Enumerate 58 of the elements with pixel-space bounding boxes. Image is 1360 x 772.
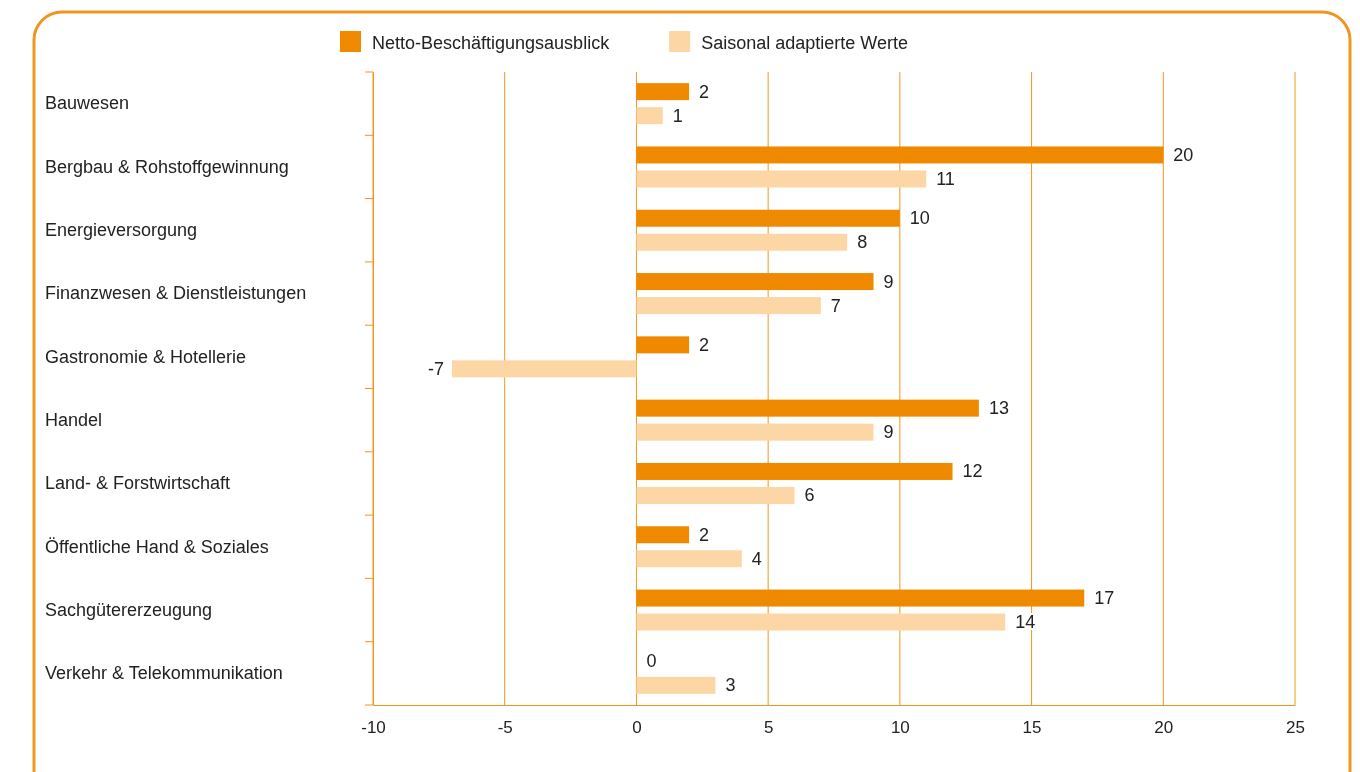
x-tick-label: 5 (763, 718, 774, 738)
data-label: 2 (699, 334, 710, 355)
y-tick-label: Verkehr & Telekommunikation (45, 663, 283, 684)
data-label: 0 (646, 651, 657, 672)
bar (636, 589, 1085, 607)
bar (636, 423, 874, 441)
bar (636, 462, 953, 480)
x-tick-label: 20 (1154, 718, 1174, 738)
x-tick-label: 0 (632, 718, 642, 738)
data-label: 10 (909, 208, 930, 229)
bar (636, 146, 1164, 164)
y-tick-label: Land- & Forstwirtschaft (45, 473, 231, 494)
y-tick-label: Öffentliche Hand & Soziales (45, 536, 269, 557)
bar (636, 107, 663, 125)
data-label: 3 (725, 675, 736, 696)
bar (636, 676, 716, 694)
x-tick-label: 15 (1022, 718, 1042, 738)
data-label: 7 (830, 295, 841, 316)
y-tick-label: Finanzwesen & Dienstleistungen (45, 283, 307, 304)
data-label: 1 (672, 105, 683, 126)
bar (636, 526, 690, 544)
y-tick-label: Energieversorgung (45, 220, 198, 241)
data-label: 2 (699, 524, 710, 545)
data-label: 9 (883, 422, 894, 443)
data-label: 2 (699, 81, 710, 102)
data-label: -7 (428, 358, 445, 379)
bar (636, 399, 979, 417)
bar (636, 336, 690, 354)
data-label: 13 (988, 398, 1009, 419)
data-label: 9 (883, 271, 894, 292)
data-label: 11 (936, 168, 955, 189)
bar (636, 83, 690, 101)
x-tick-label: -5 (497, 718, 513, 738)
bar (636, 297, 821, 315)
bar (636, 170, 927, 188)
bar (636, 613, 1006, 631)
y-tick-label: Bergbau & Rohstoffgewinnung (45, 156, 289, 177)
y-tick-label: Gastronomie & Hotellerie (45, 346, 247, 367)
y-tick-label: Sachgütererzeugung (45, 599, 213, 620)
x-tick-label: 25 (1286, 718, 1305, 738)
bar (636, 550, 742, 568)
data-label: 4 (751, 548, 762, 569)
data-label: 12 (962, 461, 983, 482)
data-label: 6 (804, 485, 815, 506)
bar (636, 209, 900, 227)
bar (636, 273, 874, 291)
x-tick-label: -10 (361, 718, 386, 738)
data-label: 17 (1094, 588, 1115, 609)
data-label: 8 (857, 232, 868, 253)
legend-label: Netto-Beschäftigungsausblick (372, 33, 611, 53)
legend-label: Saisonal adaptierte Werte (701, 33, 908, 53)
y-tick-label: Bauwesen (45, 93, 130, 114)
y-tick-label: Handel (45, 409, 103, 430)
data-label: 20 (1173, 144, 1194, 165)
x-tick-label: 10 (890, 718, 910, 738)
bar (452, 360, 637, 378)
bar (636, 486, 795, 504)
bar (636, 233, 848, 251)
